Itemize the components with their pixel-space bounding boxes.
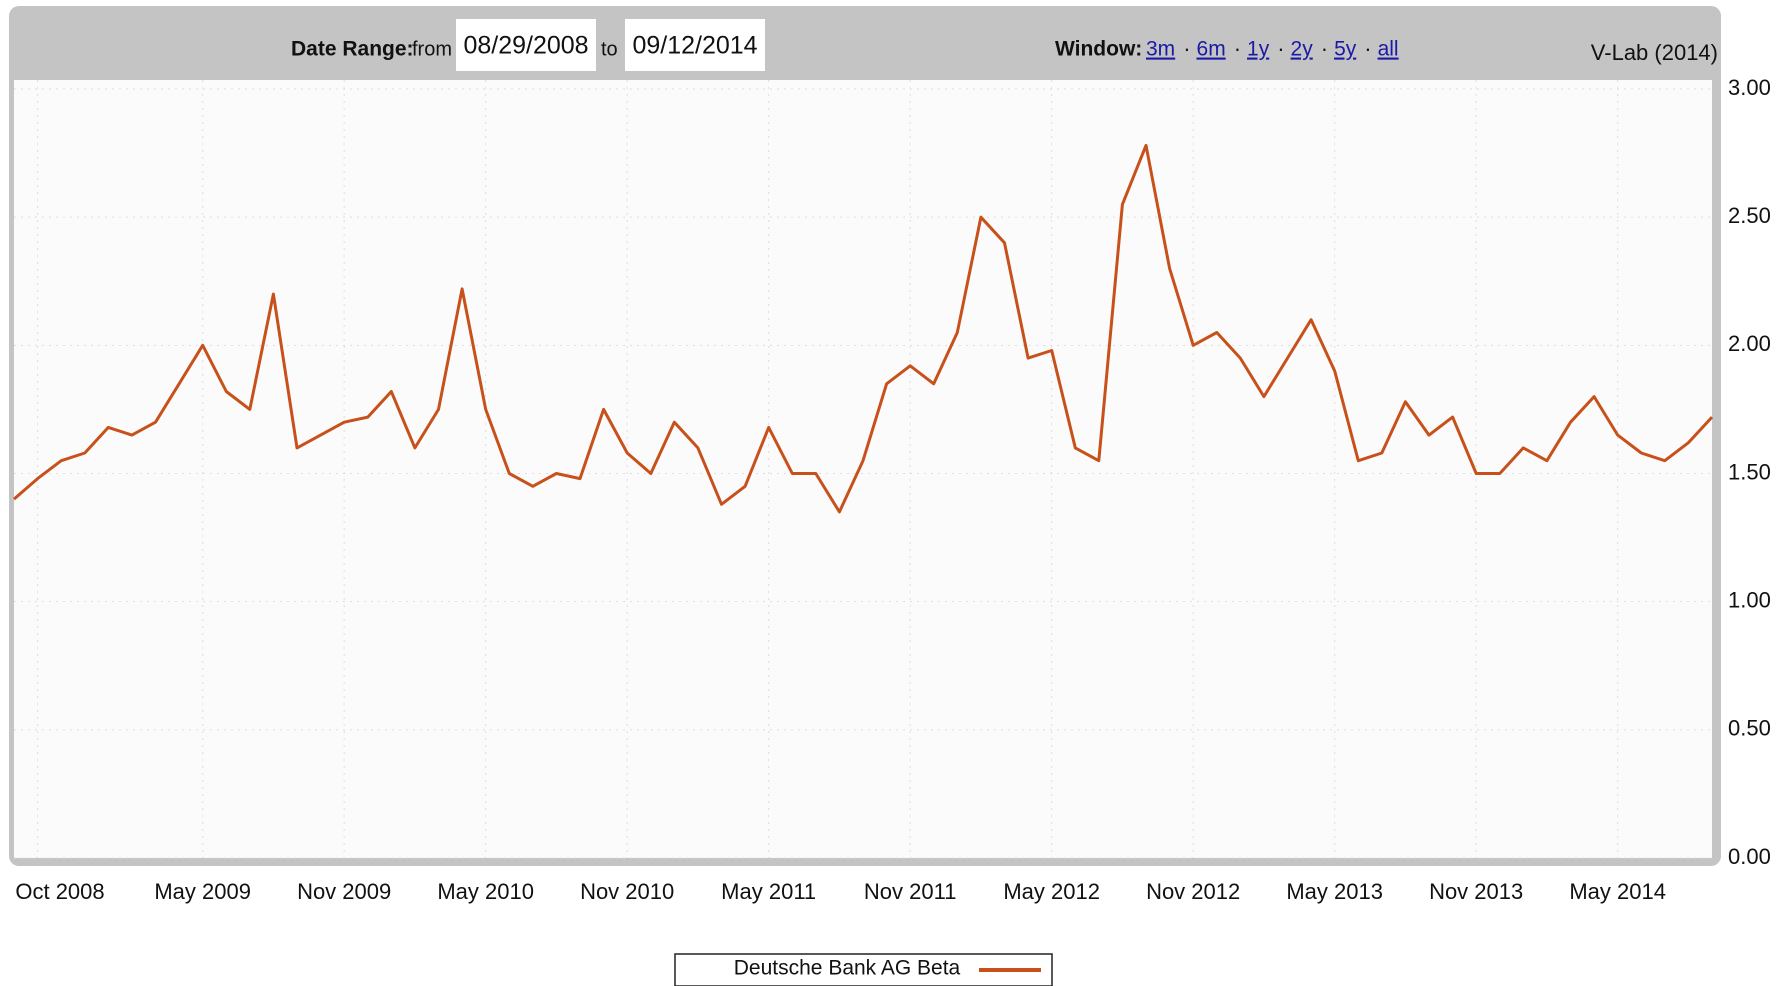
plot-area (14, 80, 1712, 858)
window-link[interactable]: all (1378, 38, 1399, 61)
separator: · (1277, 36, 1284, 61)
from-value[interactable]: 08/29/2008 (463, 32, 588, 60)
credit: V-Lab (2014) (1591, 40, 1718, 65)
y-tick-label: 0.00 (1728, 844, 1771, 869)
window-link[interactable]: 6m (1197, 38, 1226, 61)
from-label: from (412, 38, 452, 60)
separator: · (1183, 36, 1190, 61)
window-link[interactable]: 1y (1247, 38, 1270, 61)
y-tick-label: 0.50 (1728, 716, 1771, 741)
x-tick-label: May 2010 (437, 879, 534, 904)
y-tick-label: 1.00 (1728, 587, 1771, 612)
x-tick-label: Oct 2008 (15, 879, 104, 904)
to-value[interactable]: 09/12/2014 (632, 32, 757, 60)
series-line (13, 143, 1714, 514)
window-label: Window: (1055, 38, 1142, 61)
legend-label: Deutsche Bank AG Beta (734, 957, 961, 980)
x-tick-label: Nov 2013 (1429, 879, 1523, 904)
from-input[interactable] (456, 19, 596, 71)
to-label: to (601, 38, 618, 60)
separator: · (1321, 36, 1328, 61)
x-tick-label: Nov 2012 (1146, 879, 1240, 904)
y-tick-label: 2.00 (1728, 331, 1771, 356)
y-tick-label: 2.50 (1728, 203, 1771, 228)
x-tick-label: May 2013 (1286, 879, 1383, 904)
separator: · (1364, 36, 1371, 61)
separator: · (1234, 36, 1241, 61)
x-tick-label: May 2011 (721, 879, 816, 904)
window-link[interactable]: 3m (1146, 38, 1175, 61)
x-tick-label: May 2012 (1003, 879, 1100, 904)
window-link[interactable]: 2y (1291, 38, 1314, 61)
x-tick-label: Nov 2009 (297, 879, 391, 904)
x-tick-label: Nov 2010 (580, 879, 674, 904)
to-input[interactable] (625, 19, 765, 71)
window-link[interactable]: 5y (1334, 38, 1357, 61)
x-tick-label: May 2014 (1569, 879, 1666, 904)
y-tick-label: 3.00 (1728, 75, 1771, 100)
date-label: Date Range: (291, 38, 414, 61)
y-tick-label: 1.50 (1728, 459, 1771, 484)
x-tick-label: May 2009 (154, 879, 251, 904)
x-tick-label: Nov 2011 (864, 879, 957, 904)
